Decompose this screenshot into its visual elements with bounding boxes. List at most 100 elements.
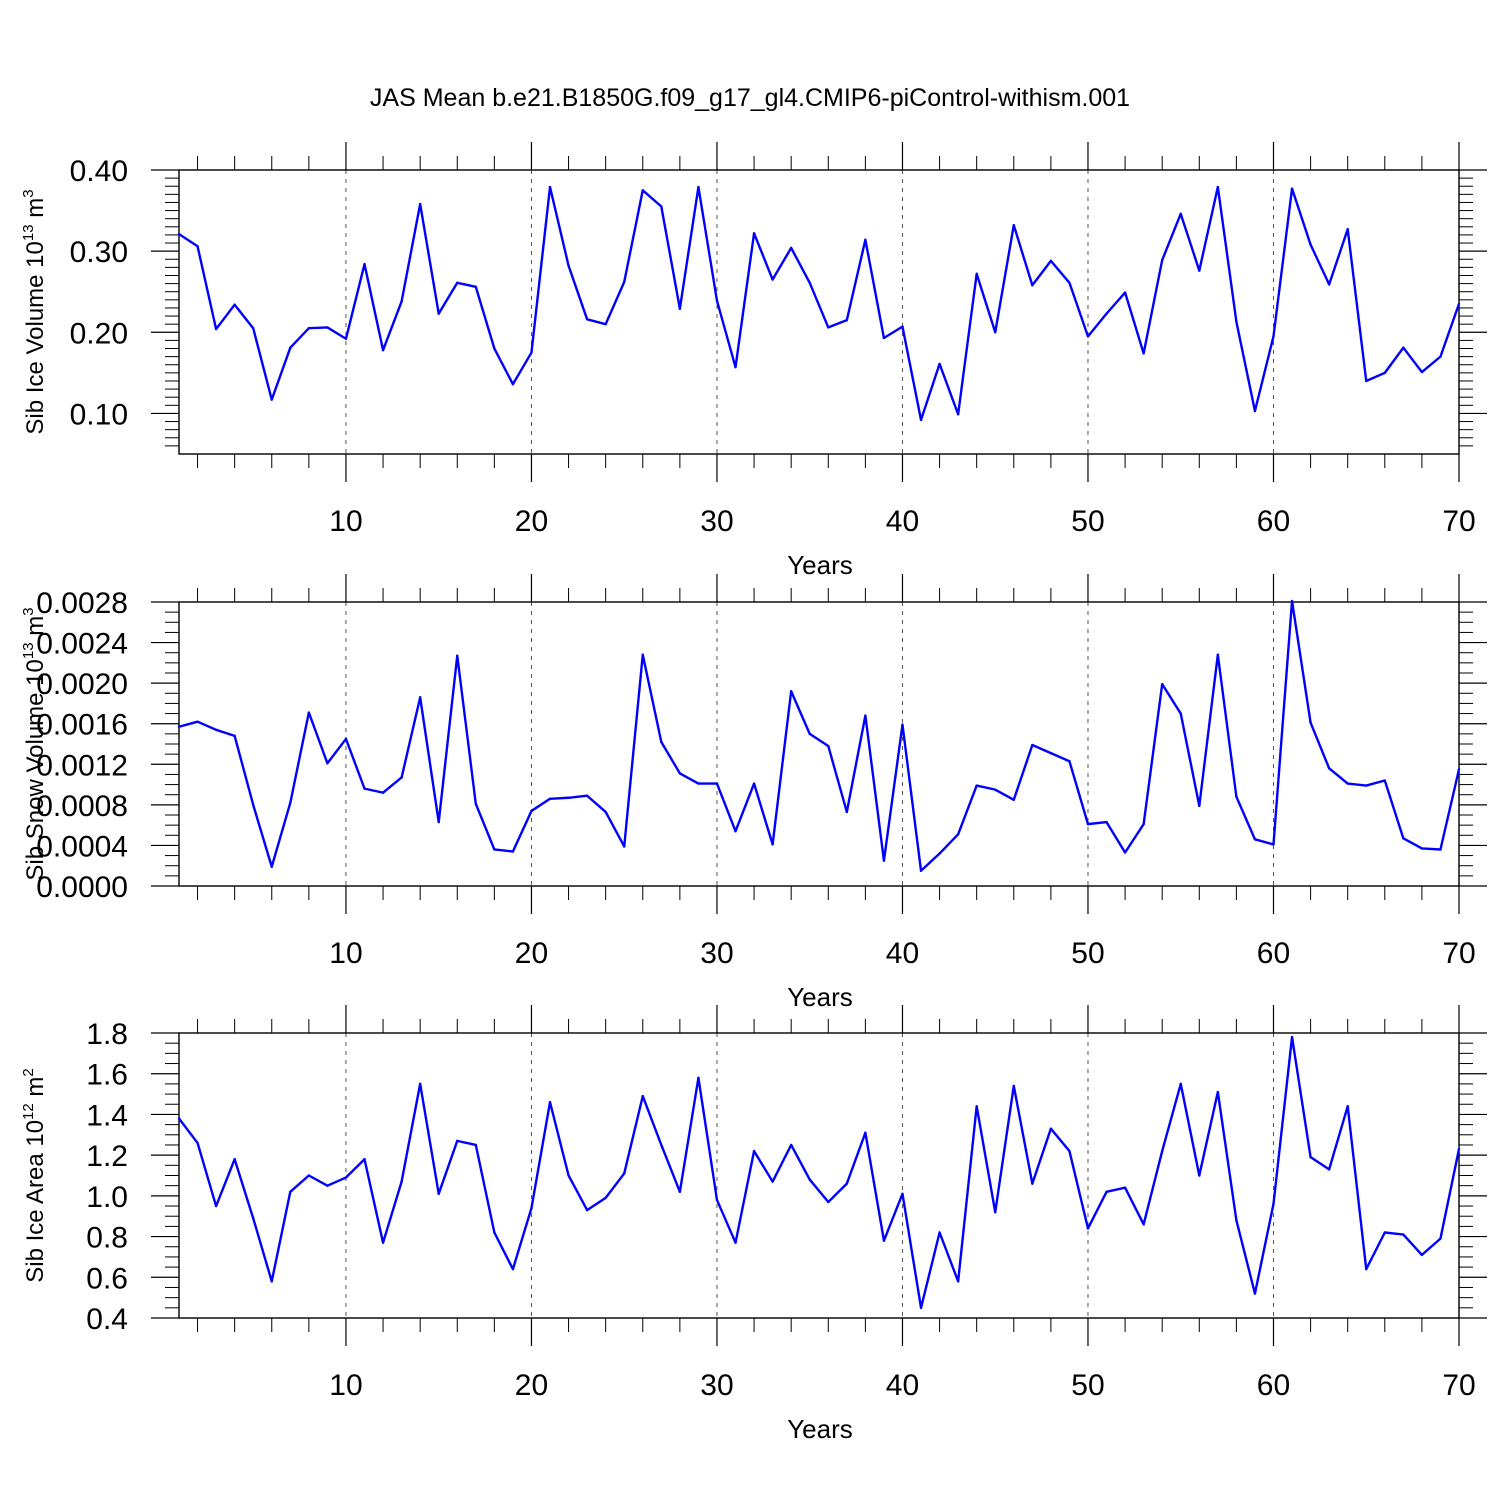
chart-1-xtick-label: 60	[1257, 505, 1290, 538]
chart-2-series-line	[179, 602, 1459, 872]
chart-1-xtick-label: 20	[515, 505, 548, 538]
chart-1-point	[1346, 228, 1349, 231]
chart-3-point	[623, 1172, 626, 1175]
chart-2-xtick-label: 30	[700, 937, 733, 970]
chart-2-point	[1160, 682, 1164, 686]
chart-2-point	[1123, 851, 1127, 854]
chart-3-point	[1105, 1190, 1108, 1193]
chart-2-point	[1235, 795, 1238, 798]
chart-1-point	[1012, 223, 1015, 227]
chart-2-point	[1346, 782, 1349, 785]
chart-1-point	[270, 398, 273, 401]
chart-3-point	[1272, 1202, 1275, 1206]
chart-2-point	[734, 830, 737, 833]
chart-3-point	[530, 1206, 533, 1210]
chart-2-point	[1086, 822, 1090, 826]
chart-1-point	[975, 272, 978, 276]
chart-2-xtick-label: 20	[515, 937, 548, 970]
chart-1-point	[1365, 379, 1368, 383]
chart-1-point	[604, 322, 607, 326]
chart-3-point	[177, 1117, 181, 1120]
chart-2-point	[1216, 653, 1220, 656]
chart-3-point	[734, 1241, 737, 1244]
chart-1-point	[1420, 370, 1424, 374]
chart-1-point	[1068, 281, 1071, 284]
chart-1-point	[1253, 409, 1257, 413]
chart-3-point	[1383, 1231, 1386, 1234]
chart-2-point	[660, 740, 663, 744]
chart-3-point	[1198, 1174, 1201, 1177]
chart-2-point	[1383, 779, 1386, 782]
chart-3-point	[1327, 1168, 1331, 1171]
chart-3-xtick-label: 10	[329, 1369, 362, 1402]
chart-2-point	[456, 654, 459, 657]
chart-3-point	[808, 1178, 811, 1181]
chart-2-x-axis-label: Years	[787, 982, 853, 1012]
chart-1-point	[567, 264, 570, 267]
chart-2-point	[326, 762, 329, 765]
chart-2-point	[511, 850, 515, 853]
chart-1-point	[1327, 283, 1331, 286]
chart-2-point	[882, 859, 886, 862]
chart-3-point	[827, 1200, 830, 1204]
chart-1-point	[1439, 355, 1442, 358]
chart-1-x-axis-label: Years	[787, 550, 853, 580]
chart-2-point	[956, 833, 960, 836]
chart-3-point	[1420, 1253, 1424, 1257]
chart-1-frame	[178, 169, 1460, 455]
chart-1-xtick-label: 70	[1442, 505, 1475, 538]
chart-3-point	[381, 1241, 385, 1244]
chart-2-point	[1068, 760, 1071, 763]
chart-2-point	[715, 782, 719, 785]
chart-2-point	[289, 801, 292, 805]
chart-1-point	[1086, 335, 1090, 338]
chart-1-series-line	[179, 185, 1459, 422]
chart-3-point	[326, 1184, 329, 1187]
chart-2-point	[641, 653, 644, 656]
chart-1-point	[326, 326, 329, 329]
chart-1-point	[641, 189, 644, 192]
chart-2-point	[1290, 599, 1294, 603]
chart-1-point	[1049, 259, 1053, 263]
chart-2-point	[344, 737, 348, 741]
chart-3-point	[660, 1143, 663, 1147]
chart-1-y-axis-label: Sib Ice Volume 1013 m3	[20, 189, 49, 434]
chart-3-point	[400, 1180, 403, 1183]
chart-3-point	[1457, 1147, 1461, 1151]
chart-3-ytick-label: 1.8	[86, 1018, 128, 1051]
chart-3-point	[252, 1217, 255, 1220]
chart-3-point	[845, 1182, 849, 1185]
chart-3-point	[789, 1143, 793, 1147]
chart-2-point	[1439, 848, 1442, 851]
chart-2-point	[233, 734, 236, 738]
chart-1-xtick-label: 10	[329, 505, 362, 538]
chart-1-point	[1235, 320, 1238, 323]
chart-2-point	[548, 797, 552, 800]
chart-1-xtick-label: 50	[1071, 505, 1104, 538]
chart-3-point	[418, 1082, 422, 1086]
chart-3-point	[641, 1094, 644, 1098]
chart-1-point	[585, 318, 589, 321]
chart-2-point	[901, 723, 904, 726]
page-title: JAS Mean b.e21.B1850G.f09_g17_gl4.CMIP6-…	[370, 84, 1130, 112]
chart-2-point	[474, 802, 478, 806]
chart-3-point	[1439, 1237, 1442, 1240]
chart-3-point	[1031, 1182, 1034, 1185]
chart-2-ytick-label: 0.0004	[36, 830, 128, 863]
chart-3-series-line	[179, 1035, 1459, 1310]
chart-3-point	[752, 1149, 756, 1153]
chart-1-point	[1031, 284, 1034, 287]
chart-2-point	[585, 794, 589, 797]
chart-1-point	[938, 362, 941, 366]
chart-2-point	[1198, 804, 1201, 808]
chart-3-point	[919, 1306, 923, 1310]
chart-2-point	[567, 796, 570, 799]
chart-3-point	[956, 1280, 960, 1283]
chart-1-point	[901, 325, 904, 328]
chart-1-point	[474, 285, 478, 289]
chart-2-point	[363, 787, 366, 790]
chart-1-point	[1402, 346, 1405, 349]
chart-1-point	[882, 336, 886, 340]
chart-2-point	[1420, 847, 1424, 850]
